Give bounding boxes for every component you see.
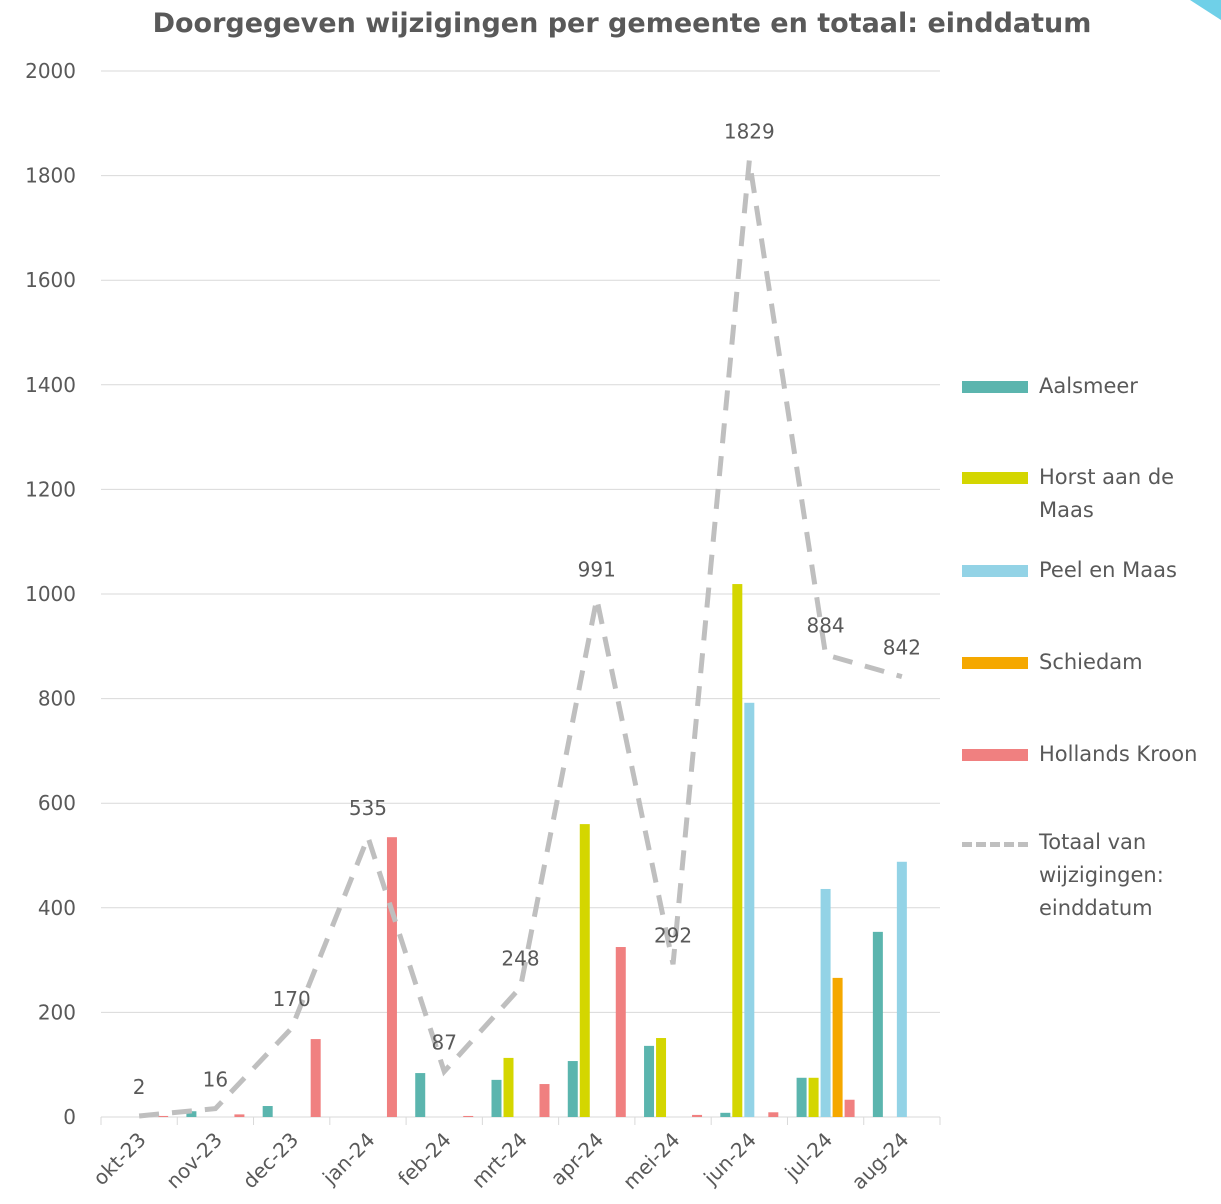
bar (796, 1077, 807, 1117)
bar (872, 931, 883, 1117)
bar (234, 1114, 245, 1117)
y-tick-label: 1200 (25, 477, 76, 501)
legend-swatch (962, 842, 1028, 847)
bar (768, 1112, 779, 1117)
bar (744, 702, 755, 1117)
bar (692, 1114, 703, 1117)
bar (820, 888, 831, 1117)
x-tick-label: jun-24 (698, 1128, 761, 1191)
x-tick-label: jul-24 (780, 1128, 838, 1186)
y-tick-label: 2000 (25, 59, 76, 83)
bar (386, 837, 397, 1117)
data-label: 87 (432, 1030, 457, 1054)
bar (158, 1115, 169, 1117)
legend-label: Horst aan de Maas (1039, 465, 1175, 522)
x-tick-label: nov-23 (161, 1128, 227, 1194)
bar (539, 1084, 550, 1117)
data-label: 16 (203, 1068, 228, 1092)
x-tick-label: apr-24 (546, 1128, 609, 1191)
bar (896, 861, 907, 1117)
x-tick-label: feb-24 (393, 1128, 456, 1191)
legend-swatch (962, 657, 1028, 669)
legend-swatch (962, 381, 1028, 393)
legend-item: Schiedam (962, 646, 1212, 679)
data-label: 535 (349, 796, 387, 820)
legend-swatch (962, 565, 1028, 577)
y-tick-label: 1800 (25, 164, 76, 188)
bar (808, 1077, 819, 1117)
bar (186, 1111, 197, 1117)
bar (503, 1057, 514, 1117)
bar (415, 1073, 426, 1117)
x-tick-label: mei-24 (618, 1128, 684, 1194)
bar (310, 1039, 321, 1117)
legend-label: Schiedam (1039, 650, 1143, 674)
legend-label: Aalsmeer (1039, 374, 1138, 398)
corner-decoration (1190, 0, 1221, 20)
bar (720, 1112, 731, 1117)
x-tick-label: jan-24 (317, 1128, 379, 1190)
data-label: 884 (806, 614, 844, 638)
y-tick-label: 1000 (25, 582, 76, 606)
y-tick-label: 1400 (25, 373, 76, 397)
legend-item: Aalsmeer (962, 370, 1212, 403)
legend-label: Totaal van wijzigingen: einddatum (1039, 830, 1164, 920)
bar (579, 824, 590, 1117)
x-tick-label: okt-23 (88, 1128, 150, 1190)
y-tick-label: 1600 (25, 268, 76, 292)
bar (615, 947, 626, 1117)
y-tick-label: 400 (38, 896, 76, 920)
bar (567, 1061, 578, 1117)
total-line (138, 160, 903, 1119)
x-tick-label: aug-24 (847, 1128, 914, 1195)
bar (732, 584, 743, 1117)
data-label: 170 (273, 987, 311, 1011)
data-label: 991 (578, 558, 616, 582)
legend-item: Hollands Kroon (962, 738, 1212, 771)
legend-item: Horst aan de Maas (962, 461, 1212, 527)
bar (463, 1115, 474, 1117)
chart-title: Doorgegeven wijzigingen per gemeente en … (153, 8, 1092, 39)
legend-swatch (962, 472, 1028, 484)
data-label: 292 (654, 923, 692, 947)
y-tick-label: 200 (38, 1000, 76, 1024)
legend-item: Totaal van wijzigingen: einddatum (962, 826, 1212, 925)
y-tick-label: 600 (38, 791, 76, 815)
data-label: 248 (501, 946, 539, 970)
data-label: 2 (133, 1075, 146, 1099)
y-tick-label: 0 (63, 1105, 76, 1129)
legend-label: Peel en Maas (1039, 558, 1177, 582)
data-label: 1829 (724, 119, 775, 143)
data-label: 842 (883, 636, 921, 660)
legend-label: Hollands Kroon (1039, 742, 1198, 766)
legend-item: Peel en Maas (962, 554, 1212, 587)
bar (491, 1079, 502, 1117)
bar (832, 977, 843, 1117)
bar (262, 1106, 273, 1117)
x-tick-label: dec-23 (238, 1128, 304, 1194)
bar (656, 1038, 667, 1117)
y-tick-label: 800 (38, 687, 76, 711)
legend-swatch (962, 749, 1028, 761)
x-tick-label: mrt-24 (467, 1128, 532, 1193)
bar (844, 1099, 855, 1117)
bar (644, 1045, 655, 1117)
